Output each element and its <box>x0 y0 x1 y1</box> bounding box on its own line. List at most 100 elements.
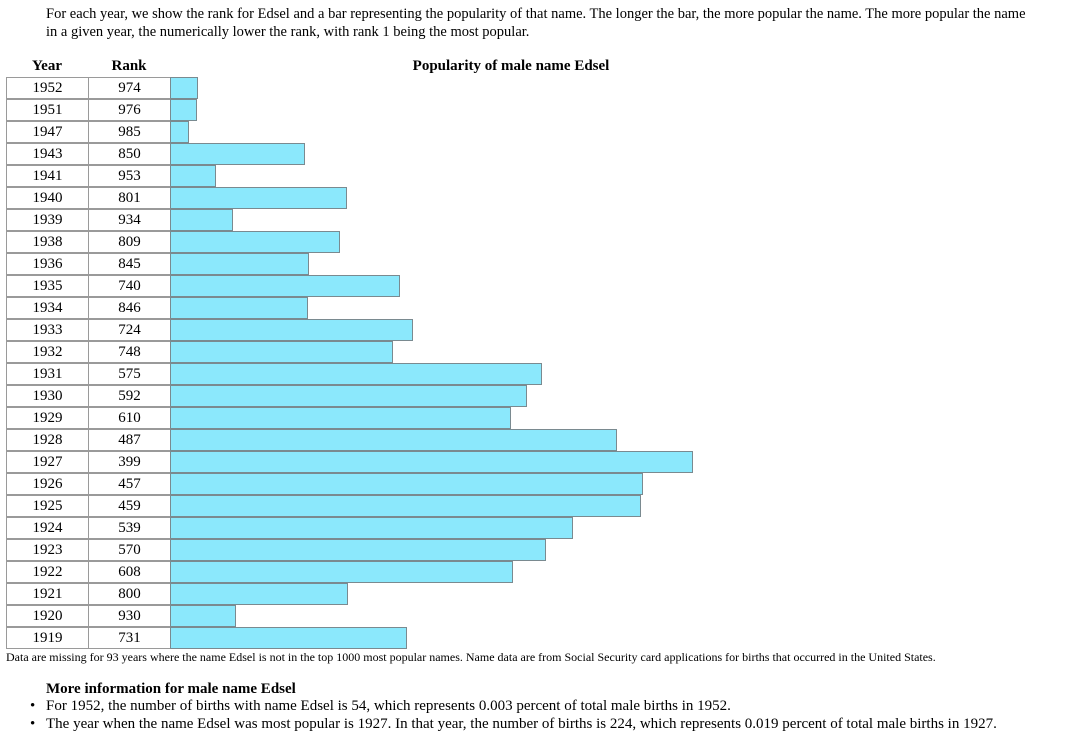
year-cell: 1935 <box>6 275 89 297</box>
year-cell: 1925 <box>6 495 89 517</box>
more-info-list: For 1952, the number of births with name… <box>28 697 1063 733</box>
rank-cell: 610 <box>88 407 171 429</box>
year-cell: 1938 <box>6 231 89 253</box>
data-note: Data are missing for 93 years where the … <box>6 650 936 664</box>
year-cell: 1919 <box>6 627 89 649</box>
table-row: 1933 724 <box>6 319 866 341</box>
table-row: 1938 809 <box>6 231 866 253</box>
year-cell: 1924 <box>6 517 89 539</box>
year-cell: 1952 <box>6 77 89 99</box>
year-cell: 1928 <box>6 429 89 451</box>
popularity-bar <box>170 297 308 319</box>
popularity-bar <box>170 451 693 473</box>
more-info-title: More information for male name Edsel <box>46 681 296 697</box>
year-cell: 1947 <box>6 121 89 143</box>
rank-cell: 570 <box>88 539 171 561</box>
rank-cell: 399 <box>88 451 171 473</box>
popularity-bar <box>170 627 407 649</box>
rank-cell: 748 <box>88 341 171 363</box>
rank-cell: 575 <box>88 363 171 385</box>
year-cell: 1951 <box>6 99 89 121</box>
table-row: 1924 539 <box>6 517 866 539</box>
table-row: 1919 731 <box>6 627 866 649</box>
rank-cell: 845 <box>88 253 171 275</box>
rank-cell: 809 <box>88 231 171 253</box>
rank-cell: 850 <box>88 143 171 165</box>
year-cell: 1927 <box>6 451 89 473</box>
popularity-bar <box>170 231 340 253</box>
popularity-bar <box>170 429 617 451</box>
rank-cell: 731 <box>88 627 171 649</box>
year-cell: 1920 <box>6 605 89 627</box>
popularity-column-header: Popularity of male name Edsel <box>412 58 610 74</box>
table-row: 1951 976 <box>6 99 866 121</box>
table-row: 1932 748 <box>6 341 866 363</box>
table-row: 1935 740 <box>6 275 866 297</box>
popularity-bar <box>170 561 513 583</box>
popularity-bar <box>170 495 641 517</box>
rank-cell: 934 <box>88 209 171 231</box>
year-column-header: Year <box>32 58 62 74</box>
rank-cell: 459 <box>88 495 171 517</box>
popularity-bar <box>170 605 236 627</box>
popularity-bar <box>170 99 197 121</box>
year-cell: 1940 <box>6 187 89 209</box>
rank-cell: 539 <box>88 517 171 539</box>
popularity-bar <box>170 385 527 407</box>
year-cell: 1941 <box>6 165 89 187</box>
popularity-bar <box>170 539 546 561</box>
popularity-bar <box>170 341 393 363</box>
popularity-bar <box>170 275 400 297</box>
popularity-bar <box>170 363 542 385</box>
table-row: 1925 459 <box>6 495 866 517</box>
year-cell: 1943 <box>6 143 89 165</box>
table-row: 1936 845 <box>6 253 866 275</box>
fact-item: For 1952, the number of births with name… <box>28 697 1063 715</box>
rank-cell: 457 <box>88 473 171 495</box>
rank-cell: 487 <box>88 429 171 451</box>
year-cell: 1931 <box>6 363 89 385</box>
year-cell: 1923 <box>6 539 89 561</box>
year-cell: 1932 <box>6 341 89 363</box>
table-row: 1940 801 <box>6 187 866 209</box>
year-cell: 1922 <box>6 561 89 583</box>
table-row: 1929 610 <box>6 407 866 429</box>
popularity-bar <box>170 121 189 143</box>
table-row: 1922 608 <box>6 561 866 583</box>
table-row: 1939 934 <box>6 209 866 231</box>
year-cell: 1929 <box>6 407 89 429</box>
popularity-bar <box>170 517 573 539</box>
table-row: 1930 592 <box>6 385 866 407</box>
fact-item: The year when the name Edsel was most po… <box>28 715 1063 733</box>
rank-cell: 953 <box>88 165 171 187</box>
year-cell: 1934 <box>6 297 89 319</box>
rank-cell: 930 <box>88 605 171 627</box>
intro-text: For each year, we show the rank for Edse… <box>46 6 1026 40</box>
popularity-bar <box>170 473 643 495</box>
rank-cell: 976 <box>88 99 171 121</box>
table-row: 1943 850 <box>6 143 866 165</box>
popularity-bar <box>170 583 348 605</box>
year-cell: 1926 <box>6 473 89 495</box>
rank-cell: 974 <box>88 77 171 99</box>
table-row: 1920 930 <box>6 605 866 627</box>
table-row: 1941 953 <box>6 165 866 187</box>
table-row: 1921 800 <box>6 583 866 605</box>
table-row: 1931 575 <box>6 363 866 385</box>
rank-cell: 801 <box>88 187 171 209</box>
year-cell: 1930 <box>6 385 89 407</box>
rank-cell: 800 <box>88 583 171 605</box>
table-row: 1952 974 <box>6 77 866 99</box>
rank-cell: 846 <box>88 297 171 319</box>
year-cell: 1921 <box>6 583 89 605</box>
year-cell: 1939 <box>6 209 89 231</box>
popularity-bar <box>170 77 198 99</box>
table-row: 1927 399 <box>6 451 866 473</box>
table-row: 1923 570 <box>6 539 866 561</box>
popularity-bar <box>170 407 511 429</box>
rank-column-header: Rank <box>111 58 147 74</box>
rank-cell: 592 <box>88 385 171 407</box>
year-cell: 1936 <box>6 253 89 275</box>
rank-cell: 724 <box>88 319 171 341</box>
table-row: 1947 985 <box>6 121 866 143</box>
